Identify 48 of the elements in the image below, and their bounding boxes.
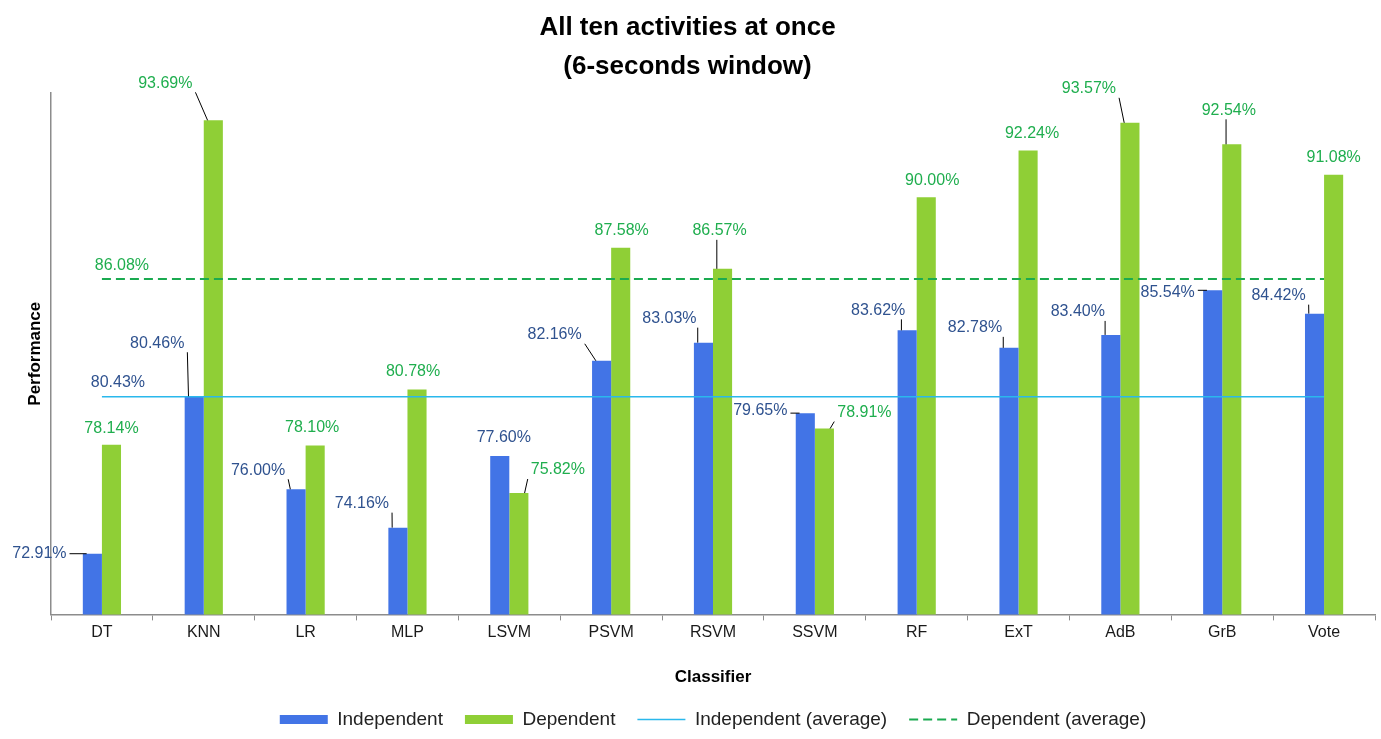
x-tick-label: SSVM [792,623,838,641]
x-tick-label: LSVM [487,623,532,641]
data-label: 84.42% [1251,286,1306,304]
x-tick-label: MLP [391,623,424,641]
data-label: 82.78% [947,318,1003,336]
legend-label: Independent (average) [694,707,888,729]
x-tick-label: AdB [1105,623,1136,641]
data-label: 78.14% [84,419,139,437]
data-label: 80.43% [90,373,146,391]
legend-label: Dependent (average) [966,707,1147,729]
y-axis-title: Performance [24,301,44,406]
data-label: 82.16% [527,325,582,343]
data-label: 78.10% [285,417,340,435]
data-label: 83.03% [642,309,697,327]
data-label: 93.69% [138,73,193,91]
data-label: 93.57% [1061,79,1117,97]
x-tick-label: LR [295,623,316,641]
legend-label: Dependent [522,707,617,729]
data-label: 87.58% [594,221,649,239]
data-label: 72.91% [12,544,67,562]
data-label: 79.65% [733,400,788,418]
data-label: 92.54% [1201,100,1256,118]
data-label: 92.24% [1004,123,1060,141]
data-label: 80.46% [130,333,185,351]
x-tick-label: RF [906,623,928,641]
x-axis-title: Classifier [674,667,752,687]
data-label: 85.54% [1140,282,1195,300]
data-label: 80.78% [385,361,441,379]
x-tick-label: Vote [1308,623,1341,641]
data-label: 75.82% [530,460,585,478]
x-tick-label: PSVM [588,623,634,641]
x-tick-label: DT [91,623,113,641]
x-tick-label: GrB [1208,623,1237,641]
x-tick-label: ExT [1004,623,1033,641]
data-label: 91.08% [1306,148,1361,166]
data-label: 77.60% [476,428,531,446]
x-tick-label: RSVM [689,623,737,641]
data-label: 83.62% [851,300,906,318]
data-label: 78.91% [837,402,892,420]
x-tick-label: KNN [186,623,221,641]
data-label: 74.16% [334,494,390,512]
data-label: 90.00% [905,170,960,188]
data-label: 83.40% [1050,302,1105,320]
data-label: 86.57% [692,221,747,239]
data-label: 76.00% [230,460,286,478]
data-label: 86.08% [94,256,150,274]
chart-title: All ten activities at once (6-seconds window) [539,10,836,80]
legend-label: Independent [337,707,444,729]
